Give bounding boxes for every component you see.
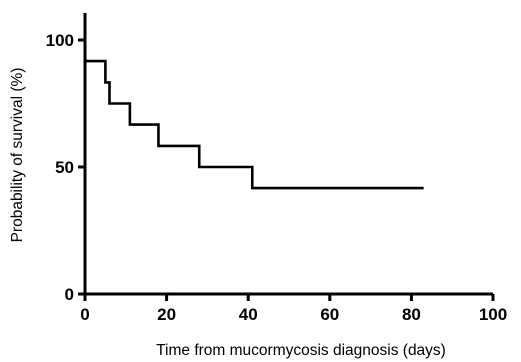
x-tick-label: 20: [157, 305, 176, 324]
y-tick-label: 50: [55, 158, 74, 177]
y-axis-title: Probability of survival (%): [9, 68, 26, 243]
ticks: 0 20 40 60 80 100 0 50 100: [46, 31, 508, 324]
x-axis-title: Time from mucormycosis diagnosis (days): [156, 342, 446, 359]
series: [85, 59, 424, 190]
x-tick-label: 80: [402, 305, 421, 324]
y-tick-label: 0: [65, 285, 74, 304]
axes: [83, 13, 493, 296]
y-tick-label: 100: [46, 31, 74, 50]
x-tick-label: 60: [320, 305, 339, 324]
x-tick-label: 100: [479, 305, 507, 324]
x-tick-label: 40: [239, 305, 258, 324]
survival-curve: [85, 59, 424, 190]
x-tick-label: 0: [80, 305, 89, 324]
